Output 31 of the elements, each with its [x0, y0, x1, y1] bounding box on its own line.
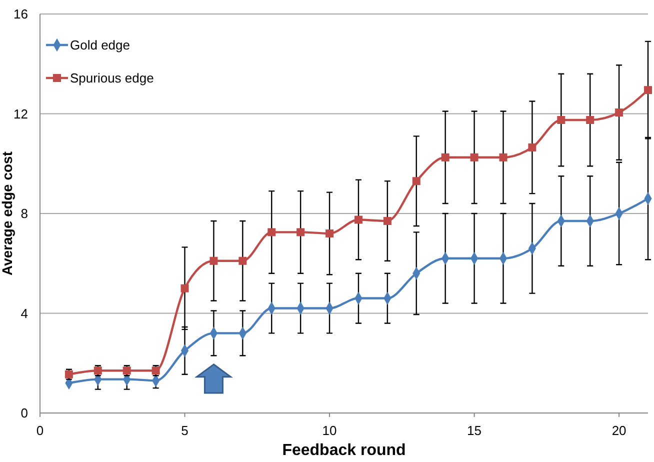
point [412, 177, 420, 186]
x-tick-label: 0 [36, 423, 44, 438]
point [557, 116, 566, 124]
point [615, 108, 624, 117]
point [441, 153, 450, 162]
y-tick-label: 4 [20, 306, 28, 321]
point [326, 229, 334, 238]
point [180, 284, 189, 292]
point [238, 256, 247, 265]
y-axis-title: Average edge cost [0, 151, 15, 276]
point [210, 256, 218, 265]
point [354, 216, 362, 224]
point [528, 143, 536, 152]
y-tick-label: 12 [14, 106, 28, 122]
y-tick-label: 8 [20, 206, 28, 222]
y-tick-label: 16 [14, 6, 28, 22]
x-tick-label: 20 [612, 423, 626, 438]
point [268, 228, 276, 236]
point [586, 116, 594, 124]
legend-label: Spurious edge [70, 70, 154, 86]
x-tick-label: 10 [322, 423, 337, 438]
point [383, 216, 392, 225]
point [499, 153, 508, 162]
legend-label: Gold edge [70, 38, 130, 53]
point [470, 153, 478, 162]
point [296, 228, 305, 236]
x-tick-label: 5 [181, 423, 188, 438]
x-tick-label: 15 [467, 423, 482, 438]
x-axis-title: Feedback round [282, 442, 406, 459]
point [644, 86, 652, 94]
y-tick-label: 0 [20, 406, 28, 421]
